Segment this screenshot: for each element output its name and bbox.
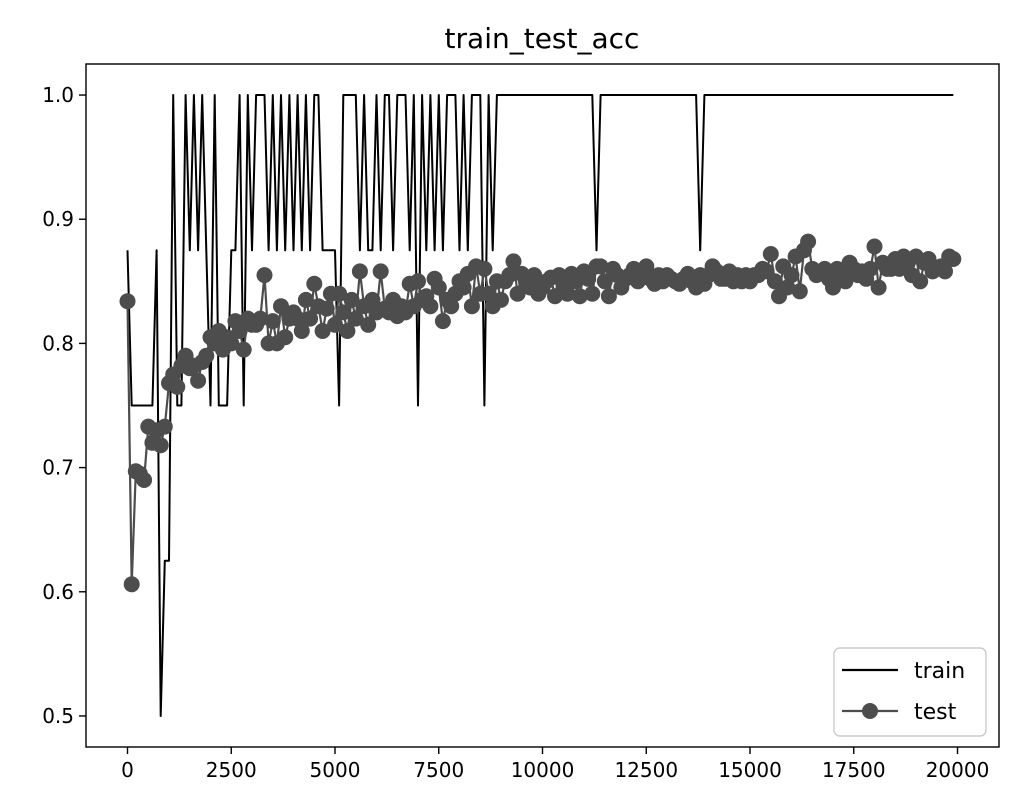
- test-data-point: [331, 285, 348, 302]
- test-data-point: [837, 273, 854, 290]
- test-data-point: [422, 298, 439, 315]
- test-data-point: [119, 293, 136, 310]
- test-data-point: [343, 291, 360, 308]
- y-tick-label: 0.5: [42, 704, 74, 728]
- test-data-point: [264, 313, 281, 330]
- test-data-point: [762, 246, 779, 262]
- test-data-point: [293, 323, 310, 339]
- test-data-point: [231, 323, 248, 339]
- test-data-point: [493, 291, 509, 308]
- test-data-point: [430, 279, 447, 296]
- series-layer: [119, 94, 962, 717]
- y-tick-label: 1.0: [42, 83, 74, 107]
- x-tick-label: 12500: [614, 758, 678, 782]
- test-data-point: [480, 285, 497, 302]
- test-data-point: [476, 260, 493, 277]
- test-data-point: [825, 279, 841, 296]
- y-axis: 0.5 0.6 0.7 0.8 0.9 1.0: [42, 83, 86, 728]
- test-data-point: [862, 260, 879, 277]
- test-data-point: [580, 270, 597, 287]
- y-tick-label: 0.7: [42, 456, 74, 480]
- test-data-point: [277, 329, 294, 346]
- test-data-point: [559, 285, 576, 302]
- test-data-point: [766, 273, 783, 290]
- test-data-point: [223, 335, 240, 352]
- test-data-point: [306, 275, 323, 292]
- test-data-point: [190, 372, 207, 389]
- test-data-point: [584, 285, 601, 302]
- x-axis: 0 2500 5000 7500 10000 12500 15000 17500 20000: [121, 747, 989, 782]
- test-data-point: [600, 288, 617, 305]
- legend-test-label: test: [914, 700, 957, 725]
- test-data-point: [327, 316, 343, 333]
- legend-train-label: train: [914, 659, 965, 684]
- test-data-point: [870, 279, 887, 296]
- test-data-point: [505, 253, 522, 270]
- test-data-point: [912, 273, 929, 290]
- test-data-point: [779, 279, 796, 296]
- test-data-point: [339, 323, 356, 339]
- test-data-point: [501, 267, 518, 284]
- test-data-point: [335, 304, 352, 321]
- x-tick-label: 5000: [310, 758, 361, 782]
- test-data-point: [156, 418, 173, 435]
- test-data-point: [318, 300, 335, 317]
- test-data-point: [252, 310, 269, 327]
- y-tick-label: 0.8: [42, 331, 74, 355]
- test-data-point: [945, 251, 962, 267]
- test-data-point: [410, 273, 426, 290]
- test-data-point: [443, 298, 460, 315]
- test-data-point: [136, 472, 153, 488]
- test-data-point: [592, 258, 609, 275]
- test-data-point: [297, 291, 314, 308]
- test-data-point: [256, 267, 273, 284]
- x-tick-label: 0: [121, 758, 134, 782]
- test-data-point: [364, 291, 381, 308]
- test-data-point: [866, 238, 883, 255]
- test-data-point: [463, 298, 480, 315]
- test-data-point: [571, 288, 588, 305]
- test-data-point: [596, 273, 613, 290]
- y-tick-label: 0.6: [42, 580, 74, 604]
- test-data-point: [800, 233, 817, 250]
- legend: train test: [833, 647, 987, 737]
- test-data-point: [123, 576, 140, 593]
- test-data-point: [273, 298, 289, 315]
- test-data-point: [302, 310, 319, 327]
- x-tick-label: 7500: [413, 758, 464, 782]
- test-data-point: [526, 267, 543, 284]
- x-tick-label: 2500: [206, 758, 257, 782]
- x-tick-label: 15000: [718, 758, 782, 782]
- x-tick-label: 10000: [511, 758, 575, 782]
- test-data-point: [289, 310, 306, 327]
- test-data-point: [169, 378, 186, 395]
- y-tick-label: 0.9: [42, 207, 74, 231]
- legend-test-marker: [862, 703, 878, 719]
- test-data-point: [638, 258, 655, 275]
- test-data-point: [791, 283, 808, 300]
- test-data-point: [547, 288, 563, 305]
- x-tick-label: 17500: [822, 758, 886, 782]
- test-data-point: [347, 310, 364, 327]
- test-data-point: [937, 263, 953, 280]
- x-tick-label: 20000: [926, 758, 990, 782]
- test-data-point: [372, 263, 389, 280]
- test-data-point: [455, 279, 472, 296]
- test-data-point: [509, 285, 526, 302]
- chart-title: train_test_acc: [445, 22, 640, 55]
- test-data-point: [198, 347, 215, 364]
- test-data-point: [152, 437, 169, 454]
- test-data-point: [360, 316, 377, 333]
- test-data-point: [434, 313, 451, 330]
- test-data-point: [351, 263, 368, 280]
- test-data-point: [314, 323, 331, 339]
- plot-frame: [85, 63, 1000, 748]
- test-data-point: [235, 341, 252, 358]
- test-data-point: [783, 267, 800, 284]
